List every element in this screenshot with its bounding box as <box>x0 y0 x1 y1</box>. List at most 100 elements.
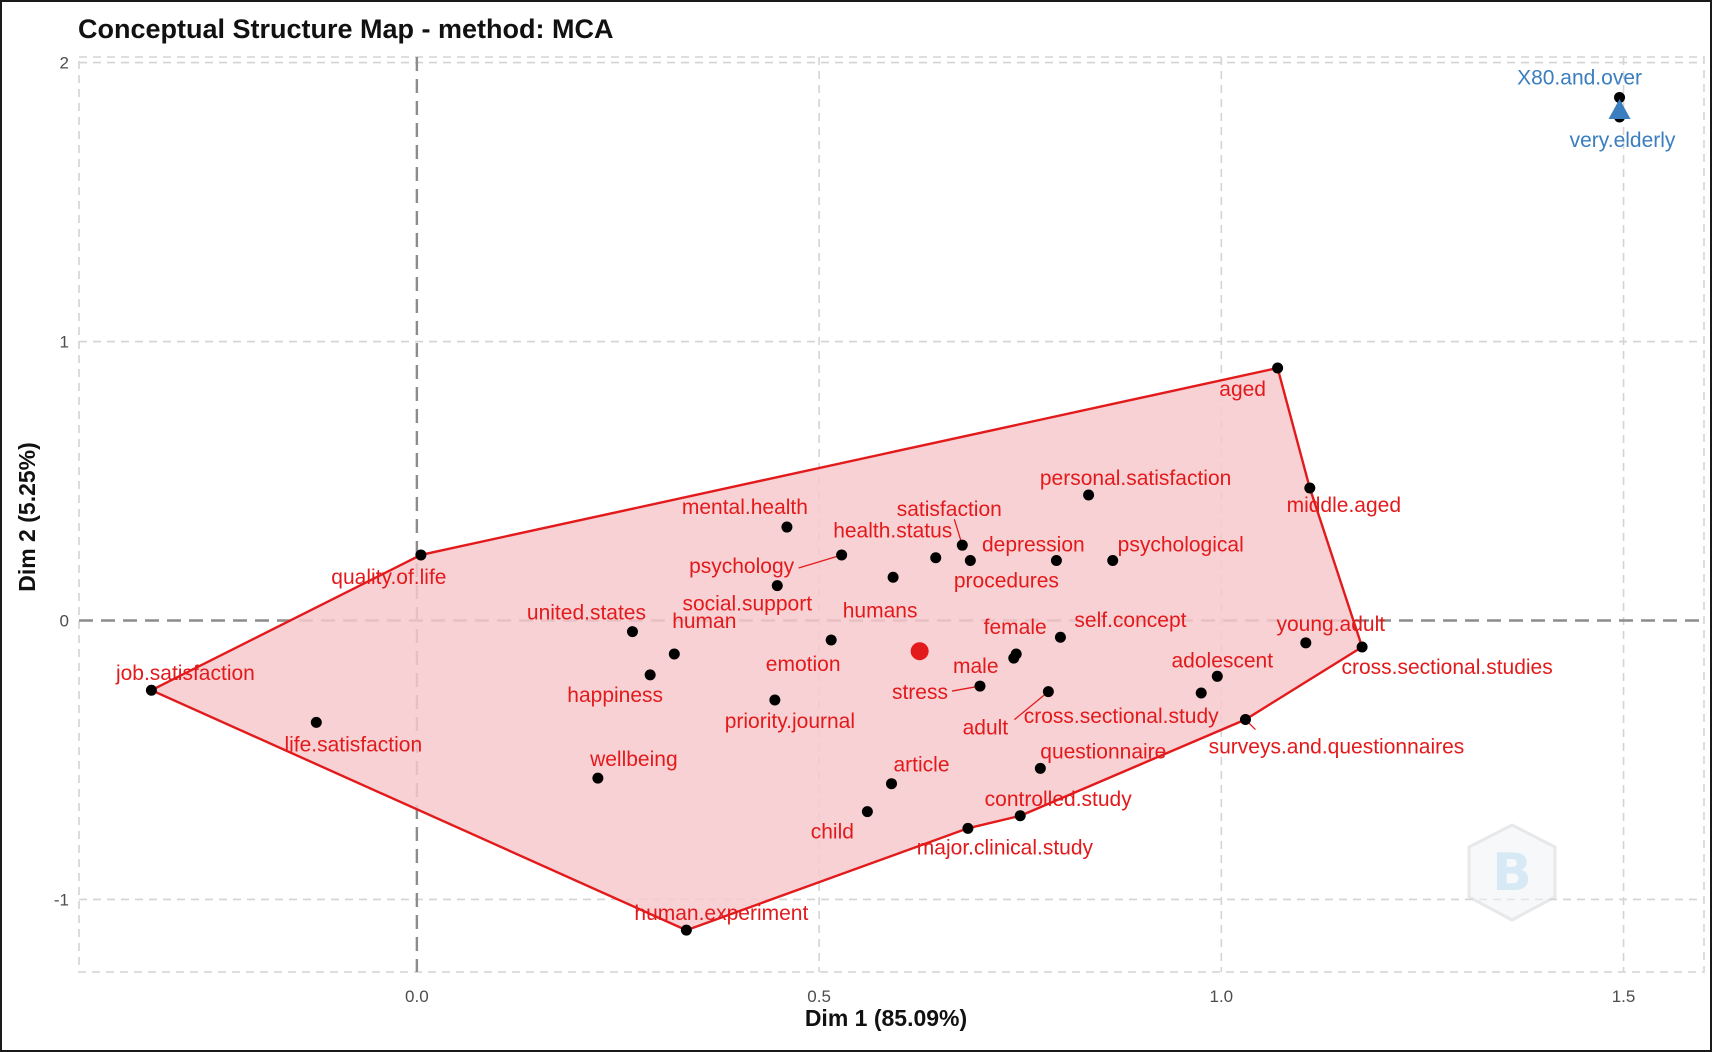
point-questionnaire <box>1034 762 1046 774</box>
x-tick-label: 1.0 <box>1210 987 1234 1006</box>
label-surveys-and-questionnaires: surveys.and.questionnaires <box>1209 736 1465 759</box>
label-wellbeing: wellbeing <box>589 748 678 771</box>
point-wellbeing <box>592 772 604 784</box>
watermark-logo: B <box>1467 823 1557 922</box>
label-middle-aged: middle.aged <box>1287 494 1401 517</box>
label-adolescent: adolescent <box>1172 649 1274 672</box>
point-personal-satisfaction <box>1083 489 1095 501</box>
label-humans: humans <box>843 599 918 622</box>
label-aged: aged <box>1219 378 1266 401</box>
point-social-support <box>771 580 783 592</box>
point-priority-journal <box>769 694 781 706</box>
data-points <box>145 91 1631 936</box>
label-priority-journal: priority.journal <box>725 710 855 733</box>
label-young-adult: young.adult <box>1276 613 1385 636</box>
point-cross-sectional-studies <box>1356 641 1368 653</box>
point-X80-and-over <box>1614 91 1626 103</box>
point-humans <box>887 571 899 583</box>
cluster-1-hull <box>148 366 1364 932</box>
label-depression: depression <box>982 534 1085 557</box>
point-life-satisfaction <box>310 716 322 728</box>
label-adult: adult <box>963 717 1009 740</box>
y-tick-label: -1 <box>54 890 69 909</box>
label-happiness: happiness <box>567 684 663 707</box>
label-emotion: emotion <box>766 653 841 676</box>
point-self-concept <box>1054 631 1066 643</box>
y-tick-label: 2 <box>60 54 69 73</box>
label-cross-sectional-study: cross.sectional.study <box>1024 705 1219 728</box>
label-psychological: psychological <box>1118 534 1244 557</box>
point-human <box>668 648 680 660</box>
label-child: child <box>811 821 854 844</box>
point-labels: job.satisfaction life.satisfaction quality… <box>115 66 1676 925</box>
point-depression <box>964 555 976 567</box>
point-major-clinical-study <box>962 822 974 834</box>
point-article <box>886 778 897 790</box>
point-controlled-study <box>1014 810 1026 822</box>
hexagon-logo-icon <box>1467 823 1557 922</box>
point-human-experiment <box>680 924 692 936</box>
point-psychology <box>836 549 848 561</box>
point-procedures <box>1050 555 1062 567</box>
cluster-hulls <box>148 366 1364 932</box>
point-stress <box>974 680 986 692</box>
label-health-status: health.status <box>833 520 952 543</box>
point-child <box>861 806 873 818</box>
label-X80-and-over: X80.and.over <box>1517 66 1642 89</box>
point-health-status <box>930 552 942 564</box>
label-controlled-study: controlled.study <box>985 788 1133 811</box>
y-axis-title: Dim 2 (5.25%) <box>14 442 40 592</box>
point-psychological <box>1107 555 1119 567</box>
label-major-clinical-study: major.clinical.study <box>917 836 1094 859</box>
x-axis-title: Dim 1 (85.09%) <box>805 1005 967 1031</box>
point-young-adult <box>1300 637 1312 649</box>
label-article: article <box>893 754 949 777</box>
label-very-elderly: very.elderly <box>1570 129 1676 152</box>
point-middle-aged <box>1304 482 1316 494</box>
label-personal-satisfaction: personal.satisfaction <box>1040 467 1231 490</box>
label-satisfaction: satisfaction <box>897 498 1002 521</box>
point-adolescent <box>1211 670 1223 682</box>
label-human-experiment: human.experiment <box>634 902 808 925</box>
label-united-states: united.states <box>527 602 646 625</box>
cluster-1-centroid <box>910 642 929 661</box>
plot-panel-border <box>78 56 1705 973</box>
y-tick-label: 0 <box>60 612 69 631</box>
label-questionnaire: questionnaire <box>1040 740 1166 763</box>
point-female <box>1010 648 1022 660</box>
label-self-concept: self.concept <box>1074 609 1186 632</box>
label-male: male <box>953 655 999 678</box>
x-tick-label: 1.5 <box>1612 987 1636 1006</box>
point-quality-of-life <box>415 549 427 561</box>
label-job-satisfaction: job.satisfaction <box>115 662 255 685</box>
point-surveys-and-questionnaires <box>1239 714 1251 726</box>
label-psychology: psychology <box>689 555 795 578</box>
axis-tick-labels: 0.0 0.5 1.0 1.5 -1 0 1 2 <box>54 54 1635 1006</box>
label-cross-sectional-studies: cross.sectional.studies <box>1341 656 1552 679</box>
point-aged <box>1272 362 1284 374</box>
y-tick-label: 1 <box>60 333 69 352</box>
label-human: human <box>672 610 736 633</box>
point-job-satisfaction <box>145 684 157 696</box>
chart-title: Conceptual Structure Map - method: MCA <box>78 14 614 44</box>
x-tick-label: 0.0 <box>405 987 429 1006</box>
label-mental-health: mental.health <box>682 496 808 519</box>
point-adult <box>1042 686 1054 698</box>
logo-glyph-icon: B <box>1492 843 1532 903</box>
label-stress: stress <box>892 681 948 704</box>
point-cross-sectional-study <box>1195 687 1207 699</box>
label-life-satisfaction: life.satisfaction <box>284 733 422 756</box>
leader-line <box>798 554 842 569</box>
label-procedures: procedures <box>954 570 1059 593</box>
point-mental-health <box>781 521 793 533</box>
point-emotion <box>825 634 837 646</box>
label-female: female <box>984 616 1047 639</box>
point-satisfaction <box>956 539 968 551</box>
point-happiness <box>644 669 656 681</box>
label-social-support: social.support <box>682 593 812 616</box>
x-tick-label: 0.5 <box>807 987 831 1006</box>
point-united-states <box>626 626 638 638</box>
leader-line <box>1013 691 1049 721</box>
